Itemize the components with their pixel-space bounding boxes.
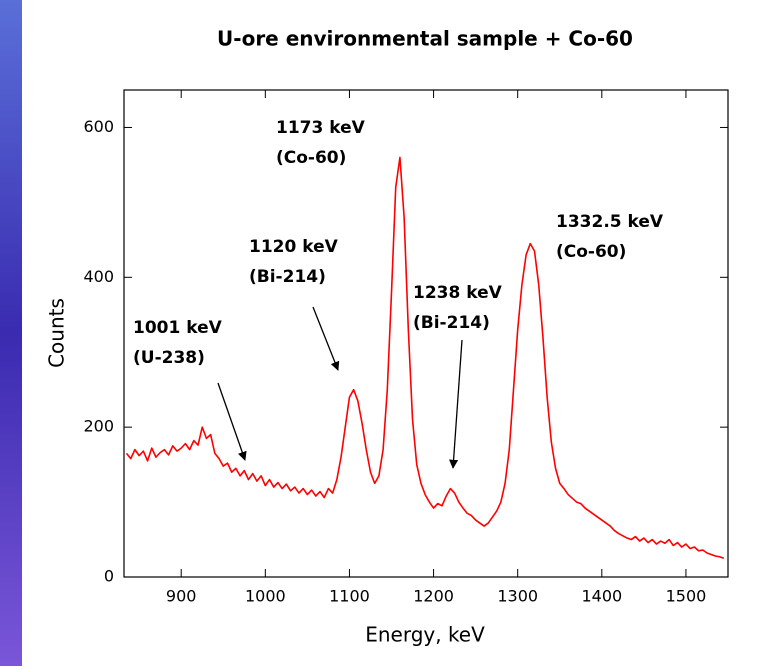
plot-frame (123, 89, 729, 578)
y-tick-label: 400 (83, 267, 114, 286)
annotation: 1120 keV (249, 237, 339, 257)
panel (22, 0, 770, 666)
x-tick-label: 1000 (245, 587, 286, 606)
y-tick-label: 200 (83, 417, 114, 436)
annotation: (U-238) (133, 348, 205, 368)
y-axis-label: Counts (45, 298, 69, 368)
annotation: 1173 keV (276, 118, 366, 138)
annotation: 1332.5 keV (556, 212, 664, 232)
x-tick-label: 1100 (329, 587, 370, 606)
annotation: (Bi-214) (249, 267, 326, 287)
annotation: (Bi-214) (413, 313, 490, 333)
y-tick-label: 600 (83, 117, 114, 136)
x-tick-label: 1300 (497, 587, 538, 606)
x-tick-label: 900 (166, 587, 197, 606)
annotation-arrow (217, 382, 247, 461)
annotation: (Co-60) (556, 242, 626, 262)
annotation: 1001 keV (133, 318, 223, 338)
annotation-arrow (312, 306, 340, 371)
spectrum-line (125, 156, 725, 560)
x-axis-label: Energy, keV (365, 623, 485, 647)
y-tick-label: 0 (104, 567, 114, 586)
x-tick-label: 1400 (581, 587, 622, 606)
annotation-arrow (449, 339, 463, 469)
annotation: (Co-60) (276, 148, 346, 168)
x-tick-label: 1200 (413, 587, 454, 606)
x-tick-label: 1500 (666, 587, 707, 606)
annotation: 1238 keV (413, 283, 503, 303)
chart-title: U-ore environmental sample + Co-60 (217, 27, 633, 51)
